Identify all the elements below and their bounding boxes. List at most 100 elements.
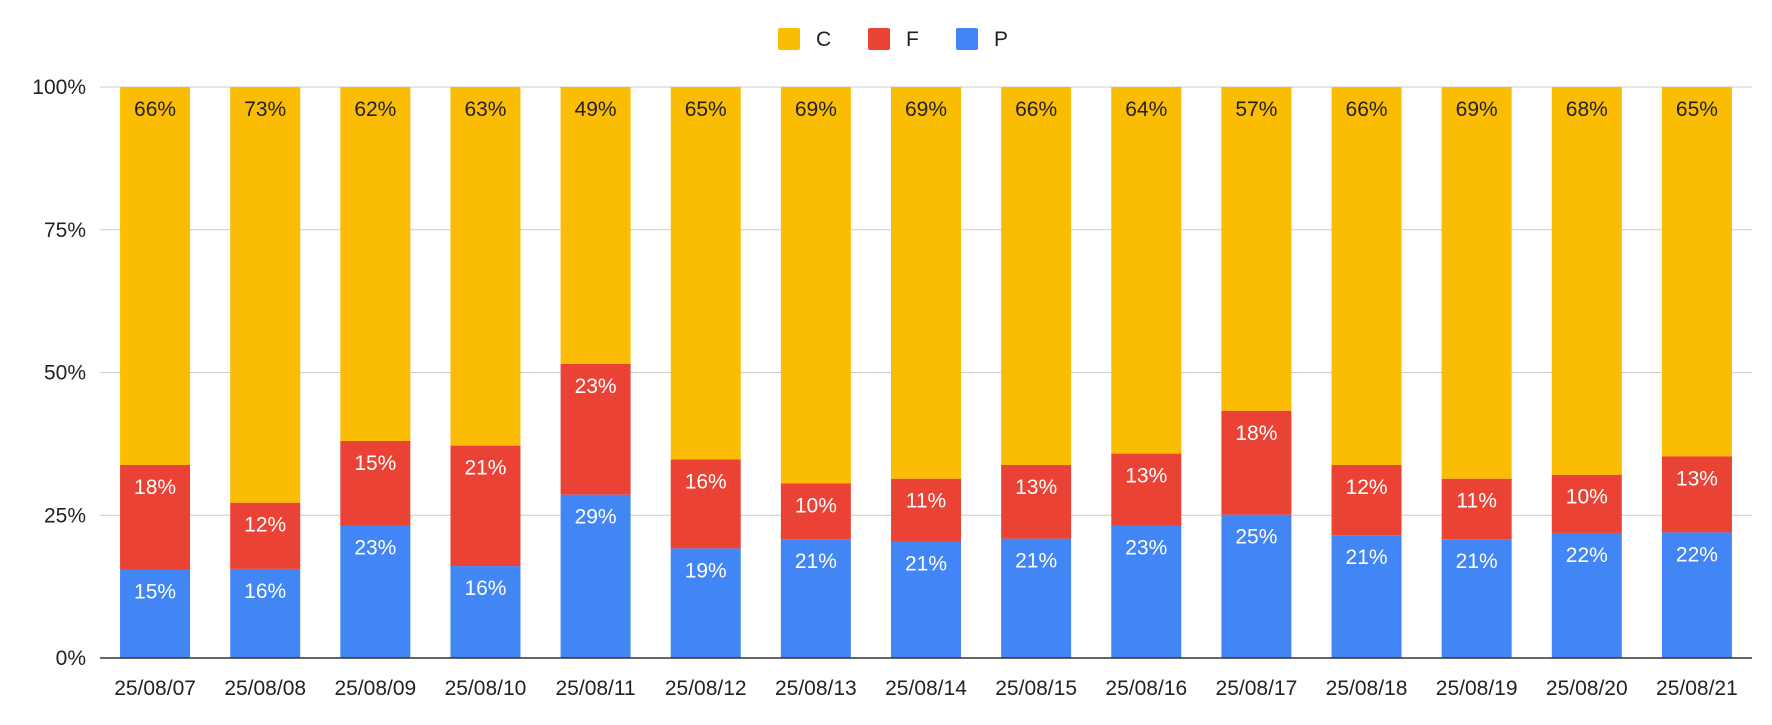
data-label-F: 23% bbox=[575, 375, 617, 398]
legend-label: P bbox=[994, 28, 1008, 51]
bar-segment-F bbox=[340, 441, 411, 526]
bar-segment-P bbox=[670, 548, 741, 658]
data-label-C: 66% bbox=[134, 98, 176, 121]
y-axis: 0% 25% 50% 75% 100% bbox=[32, 76, 86, 670]
data-label-P: 21% bbox=[905, 553, 947, 576]
bar-segment-C bbox=[340, 87, 411, 442]
bar-segment-C bbox=[1441, 87, 1512, 479]
bar-segment-P bbox=[1661, 532, 1732, 658]
legend-swatch bbox=[956, 28, 978, 50]
legend-item-C: C bbox=[778, 28, 831, 51]
bar-segment-C bbox=[230, 87, 301, 503]
data-label-P: 21% bbox=[1456, 550, 1498, 573]
bar-segment-F bbox=[780, 483, 851, 540]
data-label-F: 11% bbox=[1456, 490, 1496, 513]
data-label-P: 15% bbox=[134, 580, 176, 603]
bar-column-25/08/18: 21% 12% 66% bbox=[1331, 87, 1402, 658]
bar-segment-P bbox=[1551, 532, 1622, 658]
bar-column-25/08/12: 19% 16% 65% bbox=[670, 87, 741, 658]
bar-segment-C bbox=[1661, 87, 1732, 457]
bar-segment-F bbox=[450, 445, 521, 567]
x-tick-label: 25/08/15 bbox=[995, 677, 1077, 700]
data-label-F: 13% bbox=[1015, 476, 1057, 499]
x-axis: 25/08/07 25/08/08 25/08/09 25/08/10 25/08/11… bbox=[100, 657, 1752, 700]
data-label-P: 21% bbox=[795, 550, 837, 573]
bar-segment-P bbox=[1221, 514, 1292, 658]
data-label-C: 68% bbox=[1566, 98, 1608, 121]
data-label-F: 21% bbox=[464, 457, 506, 480]
x-tick-label: 25/08/17 bbox=[1216, 677, 1298, 700]
data-label-F: 13% bbox=[1676, 467, 1718, 490]
data-label-F: 18% bbox=[1235, 422, 1277, 445]
data-label-C: 73% bbox=[244, 98, 286, 121]
bars: 15%18%66%16%12%73%23%15%62%16%21%63%29%2… bbox=[120, 87, 1732, 658]
data-label-P: 16% bbox=[464, 577, 506, 600]
bar-segment-P bbox=[1331, 535, 1402, 658]
x-tick-label: 25/08/09 bbox=[334, 677, 416, 700]
data-label-C: 69% bbox=[1456, 98, 1498, 121]
x-tick-label: 25/08/12 bbox=[665, 677, 747, 700]
bar-segment-C bbox=[1111, 87, 1182, 454]
bar-segment-P bbox=[1001, 538, 1072, 658]
bar-column-25/08/10: 16% 21% 63% bbox=[450, 87, 521, 658]
bar-segment-F bbox=[1111, 453, 1182, 526]
bar-segment-C bbox=[670, 87, 741, 460]
bar-column-25/08/19: 21% 11% 69% bbox=[1441, 87, 1512, 658]
data-label-C: 63% bbox=[464, 98, 506, 121]
data-label-F: 13% bbox=[1125, 465, 1167, 488]
bar-segment-F bbox=[1001, 465, 1072, 539]
data-label-F: 15% bbox=[354, 452, 396, 475]
data-label-P: 23% bbox=[1125, 537, 1167, 560]
data-label-C: 65% bbox=[685, 98, 727, 121]
bar-column-25/08/14: 21% 11% 69% bbox=[891, 87, 961, 658]
bar-segment-C bbox=[560, 87, 631, 364]
bar-column-25/08/20: 22% 10% 68% bbox=[1551, 87, 1622, 658]
data-label-F: 12% bbox=[244, 514, 286, 537]
data-label-C: 66% bbox=[1346, 98, 1388, 121]
x-tick-label: 25/08/14 bbox=[885, 677, 967, 700]
data-label-P: 22% bbox=[1566, 544, 1608, 567]
bar-segment-P bbox=[230, 568, 301, 658]
bar-segment-C bbox=[780, 87, 851, 484]
data-label-P: 25% bbox=[1235, 526, 1277, 549]
bar-segment-P bbox=[120, 569, 191, 658]
data-label-C: 64% bbox=[1125, 98, 1167, 121]
y-tick-label: 0% bbox=[56, 647, 86, 670]
bar-segment-F bbox=[560, 363, 631, 495]
x-tick-label: 25/08/10 bbox=[445, 677, 527, 700]
bar-column-25/08/16: 23% 13% 64% bbox=[1111, 87, 1182, 658]
y-tick-label: 100% bbox=[32, 76, 86, 99]
bar-segment-P bbox=[780, 539, 851, 658]
bar-column-25/08/15: 21% 13% 66% bbox=[1001, 87, 1072, 658]
bar-segment-F bbox=[670, 459, 741, 549]
bar-segment-P bbox=[891, 541, 961, 658]
data-label-P: 19% bbox=[685, 559, 727, 582]
legend-swatch bbox=[868, 28, 890, 50]
y-tick-label: 50% bbox=[44, 362, 86, 385]
y-tick-label: 75% bbox=[44, 219, 86, 242]
data-label-F: 18% bbox=[134, 476, 176, 499]
legend-item-F: F bbox=[868, 28, 919, 51]
data-label-C: 69% bbox=[795, 98, 837, 121]
bar-column-25/08/11: 29% 23% 49% bbox=[560, 87, 631, 658]
legend-swatch bbox=[778, 28, 800, 50]
bar-segment-P bbox=[1441, 539, 1512, 658]
bar-segment-F bbox=[891, 478, 961, 542]
bar-segment-F bbox=[120, 465, 191, 570]
bar-segment-P bbox=[340, 525, 411, 658]
bar-segment-F bbox=[1221, 410, 1292, 515]
bar-segment-C bbox=[1001, 87, 1072, 466]
data-label-P: 21% bbox=[1015, 550, 1057, 573]
data-label-P: 23% bbox=[354, 537, 396, 560]
data-label-F: 16% bbox=[685, 470, 727, 493]
x-tick-label: 25/08/13 bbox=[775, 677, 857, 700]
data-label-C: 49% bbox=[575, 98, 617, 121]
bar-segment-F bbox=[230, 502, 301, 569]
legend-item-P: P bbox=[956, 28, 1008, 51]
bar-segment-C bbox=[120, 87, 191, 466]
x-tick-label: 25/08/16 bbox=[1105, 677, 1187, 700]
x-tick-label: 25/08/19 bbox=[1436, 677, 1518, 700]
bar-segment-C bbox=[450, 87, 521, 446]
data-label-P: 21% bbox=[1346, 546, 1388, 569]
